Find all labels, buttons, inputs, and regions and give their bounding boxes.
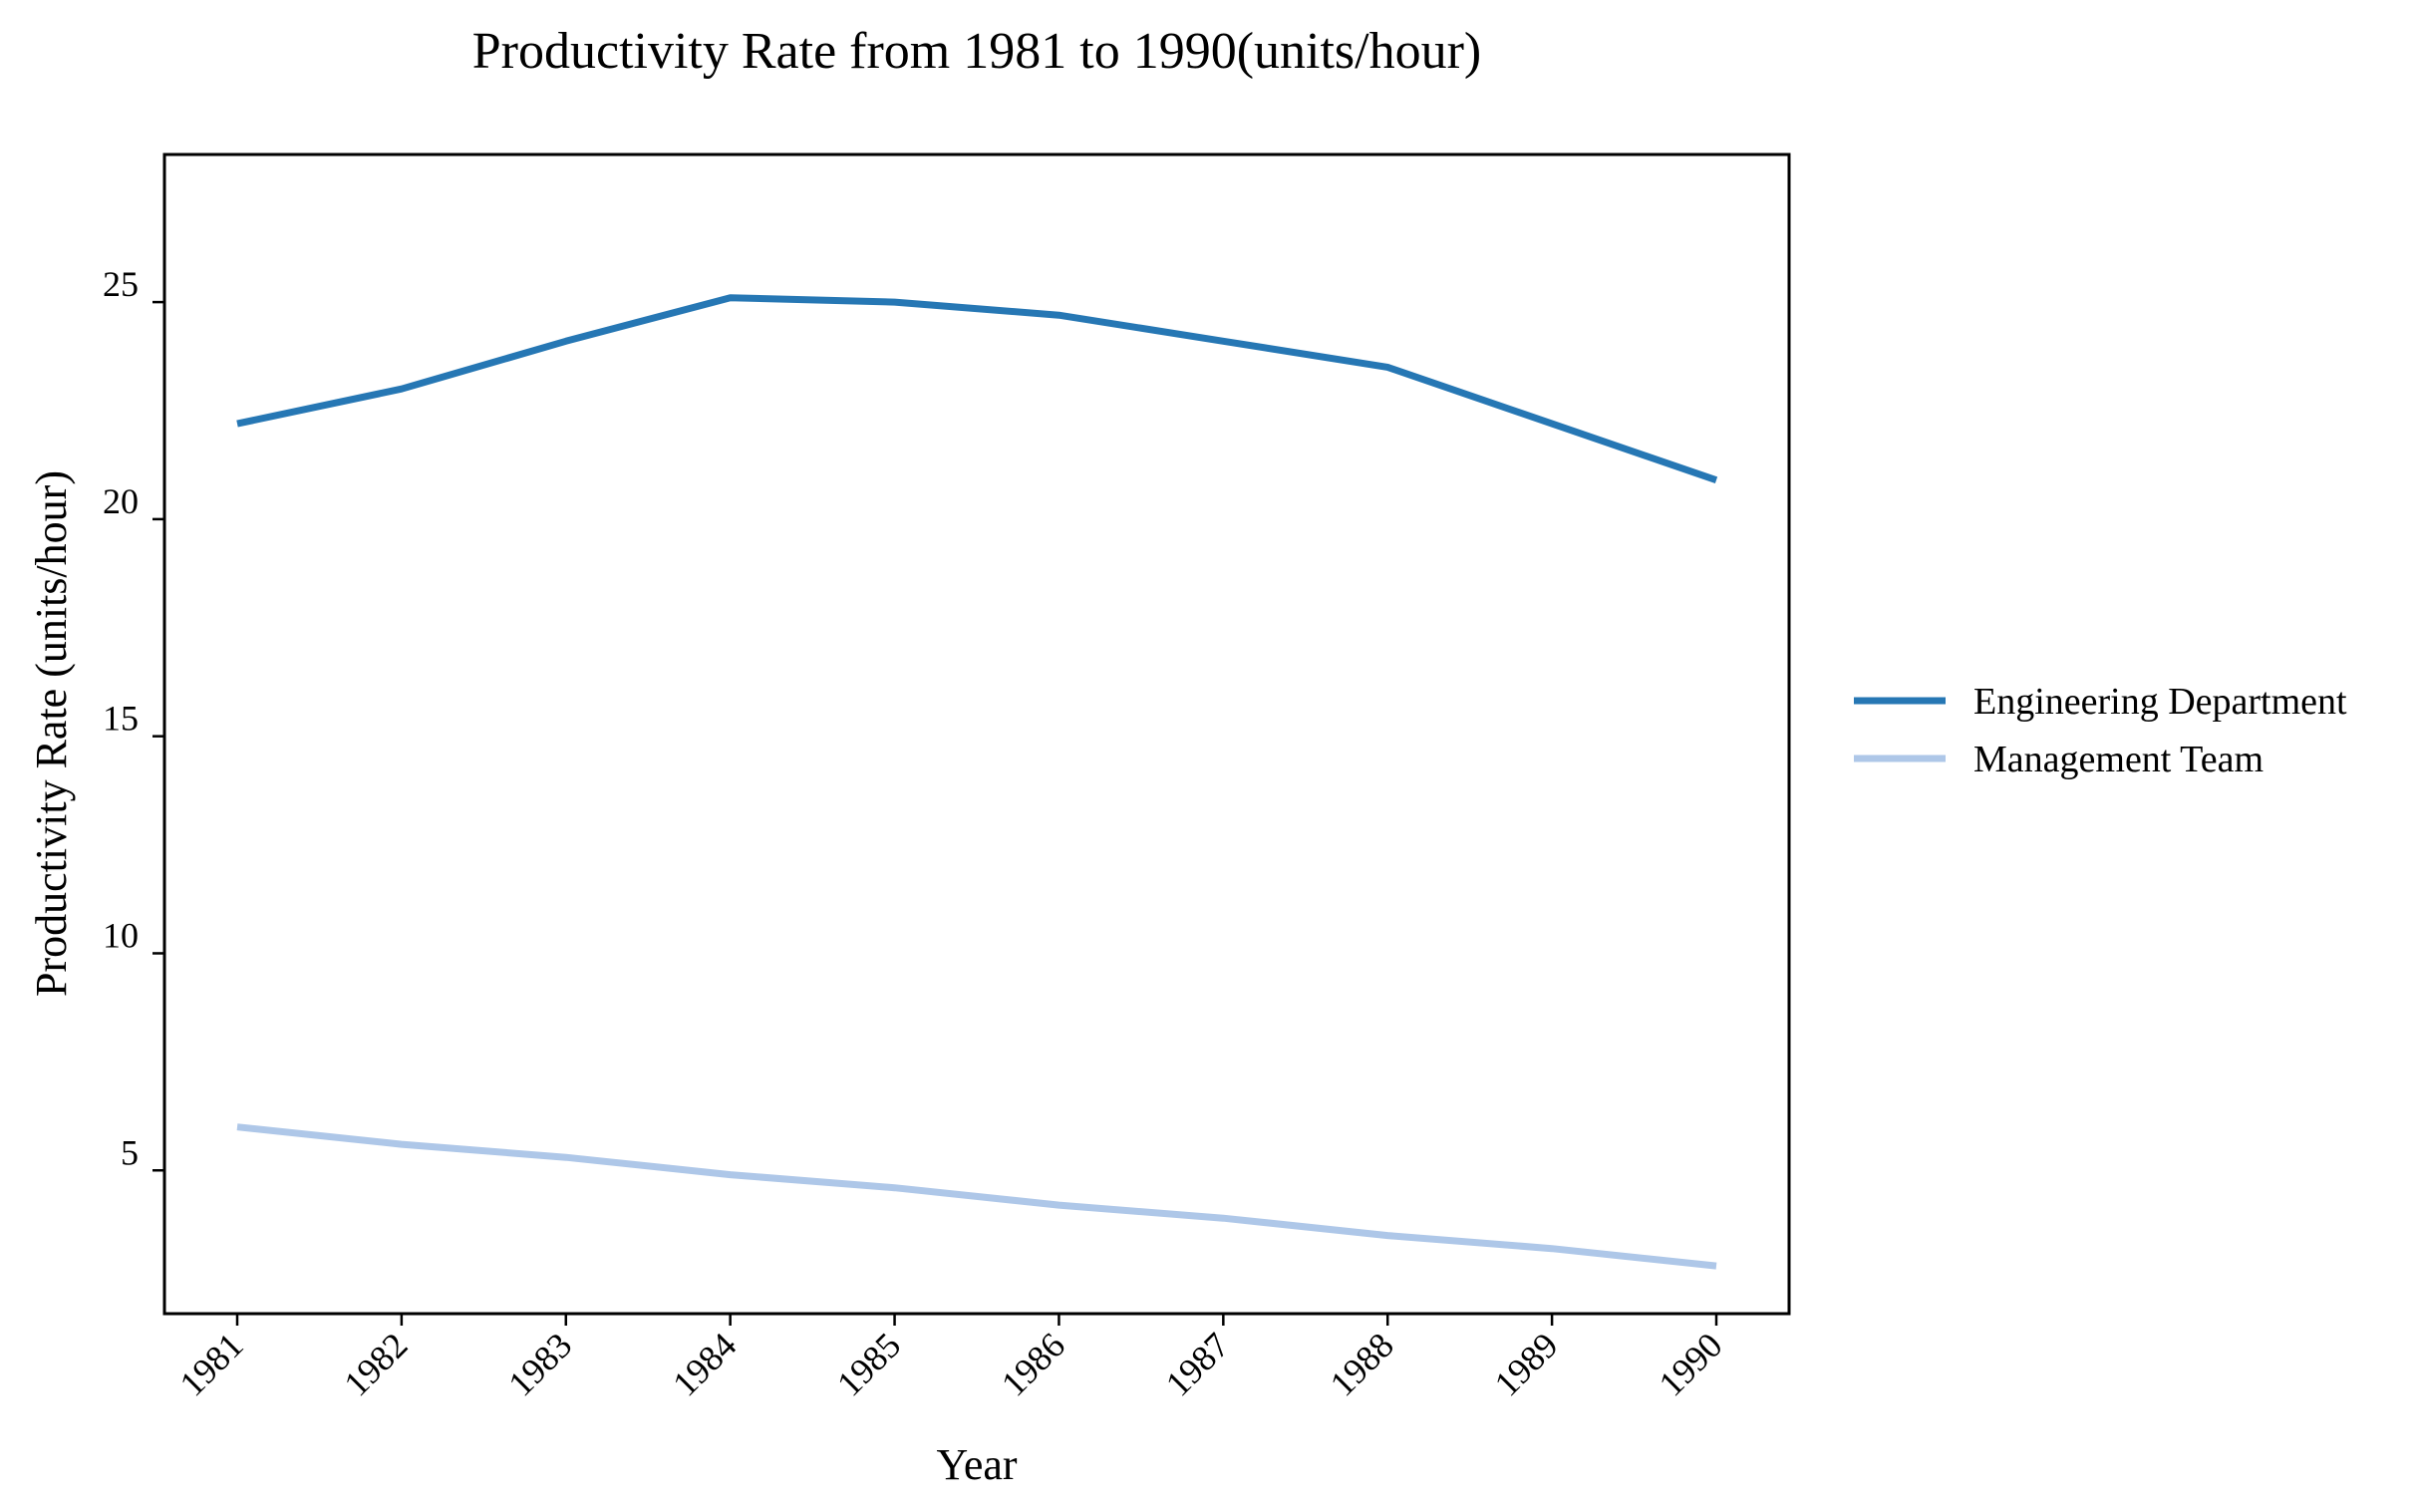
plot-frame [162, 152, 1791, 1316]
legend-label-1: Management Team [1973, 739, 2264, 780]
x-tick-label: 1989 [1487, 1325, 1566, 1403]
x-tick-label: 1984 [665, 1325, 744, 1403]
y-axis-label: Productivity Rate (units/hour) [27, 470, 76, 997]
legend-label-0: Engineering Department [1973, 681, 2347, 723]
y-tick-label: 15 [103, 699, 139, 739]
x-tick-label: 1990 [1651, 1325, 1729, 1403]
y-tick-label: 25 [103, 264, 139, 304]
y-axis: 5 10 15 20 25 [103, 264, 164, 1172]
x-tick-label: 1986 [994, 1325, 1072, 1403]
x-tick-label: 1985 [829, 1325, 908, 1403]
series-lines [236, 294, 1718, 1270]
x-axis: 1981 1982 1983 1984 1985 1986 1987 1988 1989 1990 [171, 1314, 1730, 1404]
x-tick-label: 1982 [336, 1325, 415, 1403]
series-line-1 [236, 1123, 1717, 1270]
x-tick-label: 1987 [1158, 1325, 1237, 1403]
y-tick-label: 5 [121, 1132, 139, 1172]
series-line-0 [236, 294, 1718, 484]
chart-title: Productivity Rate from 1981 to 1990(unit… [472, 23, 1481, 80]
x-tick-label: 1981 [171, 1325, 250, 1403]
x-tick-label: 1983 [500, 1325, 579, 1403]
legend: Engineering Department Management Team [1854, 681, 2347, 780]
y-tick-label: 20 [103, 481, 139, 521]
x-axis-label: Year [936, 1440, 1017, 1489]
x-tick-label: 1988 [1323, 1325, 1401, 1403]
y-tick-label: 10 [103, 915, 139, 955]
